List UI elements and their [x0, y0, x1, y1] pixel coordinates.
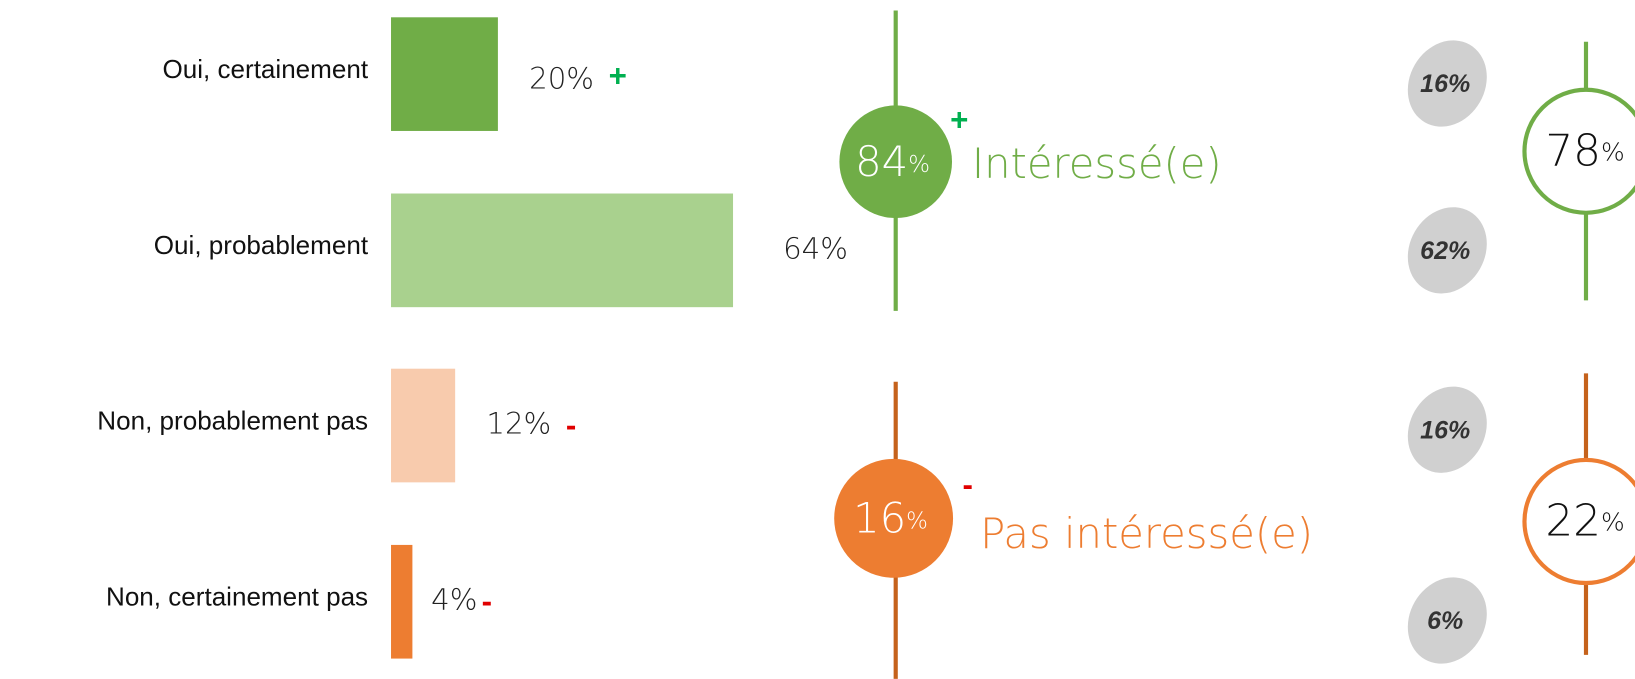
group-value: 16% — [853, 493, 928, 542]
side-bubble — [1407, 40, 1487, 127]
bar — [391, 368, 456, 483]
group-label: Intéressé(e) — [972, 139, 1222, 188]
side-label: 16% — [1420, 70, 1470, 98]
sign: - — [566, 408, 576, 443]
group-number: 16 — [853, 493, 906, 542]
group-sign: - — [962, 467, 972, 502]
group-circle — [839, 105, 953, 219]
value-label: 64% — [783, 231, 848, 265]
group-sign: + — [950, 102, 968, 137]
group-value: 84% — [855, 137, 930, 186]
ring-unit: % — [1601, 137, 1625, 166]
side-label: 16% — [1420, 416, 1470, 444]
side-bubble — [1407, 577, 1487, 664]
ring — [1522, 87, 1635, 215]
category-label: Oui, certainement — [163, 54, 369, 84]
sign: - — [482, 584, 492, 619]
ring-number: 78 — [1545, 125, 1601, 176]
bar — [391, 17, 498, 131]
category-label: Non, probablement pas — [97, 405, 368, 435]
side-bubble — [1407, 207, 1487, 294]
side-label: 62% — [1420, 237, 1470, 265]
ring-unit: % — [1601, 508, 1625, 537]
group-circle — [834, 458, 954, 578]
ring-number: 22 — [1545, 496, 1601, 547]
category-label: Oui, probablement — [154, 230, 369, 260]
value-label: 20% — [529, 61, 594, 95]
ring-value: 78% — [1545, 125, 1625, 176]
bar — [391, 544, 413, 659]
bar — [391, 193, 734, 308]
ring-value: 22% — [1545, 496, 1625, 547]
value-label: 12% — [486, 407, 551, 441]
ring — [1522, 457, 1635, 586]
side-bubble — [1407, 386, 1487, 473]
group-number: 84 — [855, 137, 908, 186]
value-label: 4% — [431, 583, 477, 617]
category-label: Non, certainement pas — [106, 582, 368, 612]
group-label: Pas intéressé(e) — [980, 509, 1313, 558]
group-unit: % — [906, 508, 928, 534]
sign: + — [609, 59, 627, 94]
group-unit: % — [908, 151, 930, 177]
side-label: 6% — [1427, 607, 1463, 635]
